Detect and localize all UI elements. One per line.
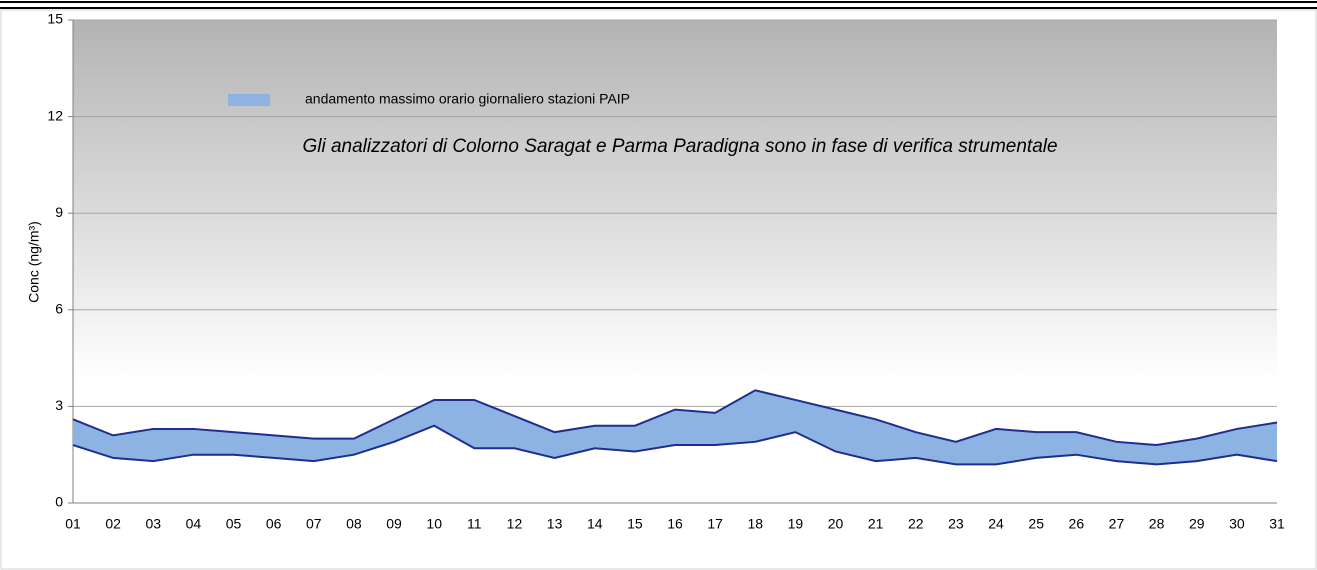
x-tick-label: 01 [65,516,81,532]
x-tick-label: 05 [226,516,242,532]
x-tick-label: 02 [105,516,121,532]
x-tick-label: 15 [627,516,643,532]
x-tick-label: 30 [1229,516,1245,532]
x-tick-label: 06 [266,516,282,532]
x-tick-label: 14 [587,516,603,532]
x-tick-label: 19 [788,516,804,532]
x-tick-label: 10 [426,516,442,532]
band-lower-line [72,424,1278,466]
x-tick-label: 12 [507,516,523,532]
x-tick-label: 17 [707,516,723,532]
y-axis-label: Conc (ng/m³) [26,221,42,303]
x-tick-label: 11 [467,516,482,532]
x-tick-label: 09 [386,516,402,532]
x-tick-label: 20 [828,516,844,532]
x-tick-label: 29 [1189,516,1205,532]
x-tick-label: 03 [145,516,161,532]
y-tick-label: 6 [55,301,63,317]
x-tick-label: 27 [1109,516,1125,532]
y-tick-label: 3 [55,397,63,413]
x-tick-label: 16 [667,516,683,532]
x-tick-label: 23 [948,516,964,532]
y-tick-label: 0 [55,494,63,510]
x-tick-label: 08 [346,516,362,532]
x-tick-label: 21 [868,516,884,532]
x-tick-label: 24 [988,516,1004,532]
band-upper-line [72,389,1278,447]
legend-swatch [228,94,270,106]
x-tick-label: 18 [747,516,763,532]
x-tick-label: 31 [1269,516,1285,532]
x-tick-label: 07 [306,516,322,532]
y-tick-label: 9 [55,204,63,220]
y-tick-label: 12 [47,107,63,123]
x-tick-label: 13 [547,516,563,532]
y-tick-label: 15 [47,11,63,27]
band-area [73,390,1277,465]
chart-frame [0,9,1317,570]
legend-label: andamento massimo orario giornaliero sta… [305,91,630,107]
x-tick-label: 28 [1149,516,1165,532]
x-tick-label: 04 [186,516,202,532]
annotation: Gli analizzatori di Colorno Saragat e Pa… [302,136,1057,157]
x-tick-label: 22 [908,516,924,532]
x-tick-label: 26 [1069,516,1085,532]
x-tick-label: 25 [1028,516,1044,532]
